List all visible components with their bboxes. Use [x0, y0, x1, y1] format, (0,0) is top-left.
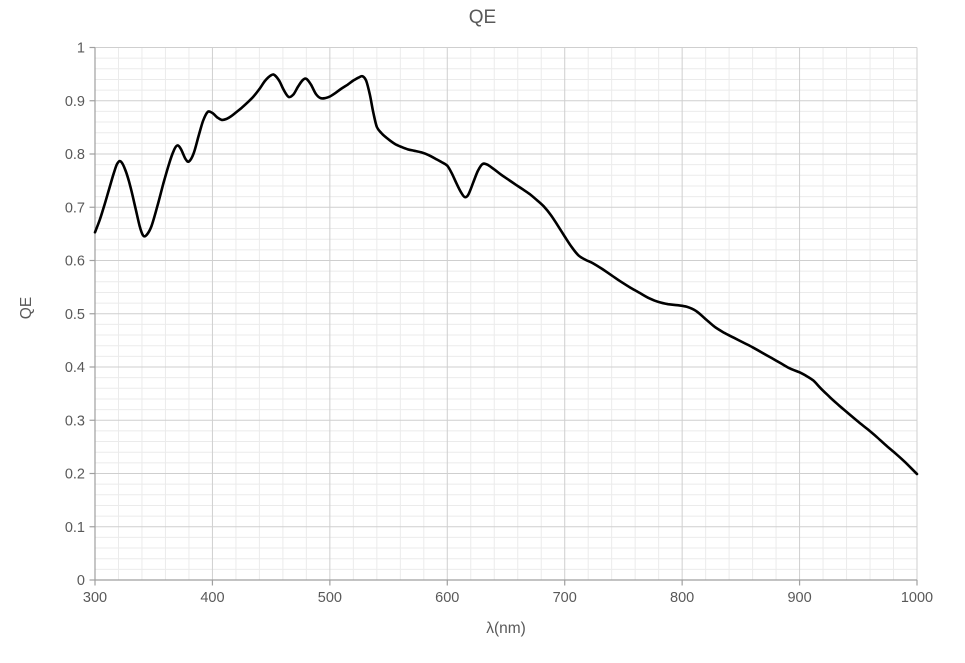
- y-axis-title: QE: [18, 296, 35, 320]
- gridlines-major: [95, 47, 918, 580]
- x-tick-label-900: 900: [787, 590, 811, 606]
- y-tick-label-0.8: 0.8: [65, 147, 85, 163]
- y-tick-label-0.1: 0.1: [65, 520, 85, 536]
- x-tick-label-400: 400: [200, 590, 224, 606]
- x-tick-labels: 300 400 500 600 700 800 900 1000: [83, 590, 933, 606]
- x-tick-label-500: 500: [318, 590, 342, 606]
- y-tick-label-0.3: 0.3: [65, 413, 85, 429]
- x-tick-label-300: 300: [83, 590, 107, 606]
- x-tick-label-1000: 1000: [901, 590, 933, 606]
- y-tick-label-1: 1: [77, 41, 85, 57]
- y-tick-label-0.7: 0.7: [65, 200, 85, 216]
- y-tick-label-0.9: 0.9: [65, 94, 85, 110]
- y-tick-label-0.4: 0.4: [65, 360, 85, 376]
- y-tick-label-0.6: 0.6: [65, 254, 85, 270]
- y-tick-label-0.2: 0.2: [65, 467, 85, 483]
- chart-title: QE: [468, 7, 497, 28]
- x-tick-label-800: 800: [670, 590, 694, 606]
- qe-curve: [93, 73, 919, 476]
- y-tick-label-0: 0: [77, 573, 85, 589]
- y-tick-labels: 1 0.9 0.8 0.7 0.6 0.5 0.4 0.3 0.2 0.1 0: [65, 41, 85, 590]
- x-tick-label-600: 600: [435, 590, 459, 606]
- axis-tick-marks: [89, 46, 918, 586]
- y-tick-label-0.5: 0.5: [65, 307, 85, 323]
- x-tick-label-700: 700: [553, 590, 577, 606]
- x-axis-title: λ(nm): [486, 620, 526, 637]
